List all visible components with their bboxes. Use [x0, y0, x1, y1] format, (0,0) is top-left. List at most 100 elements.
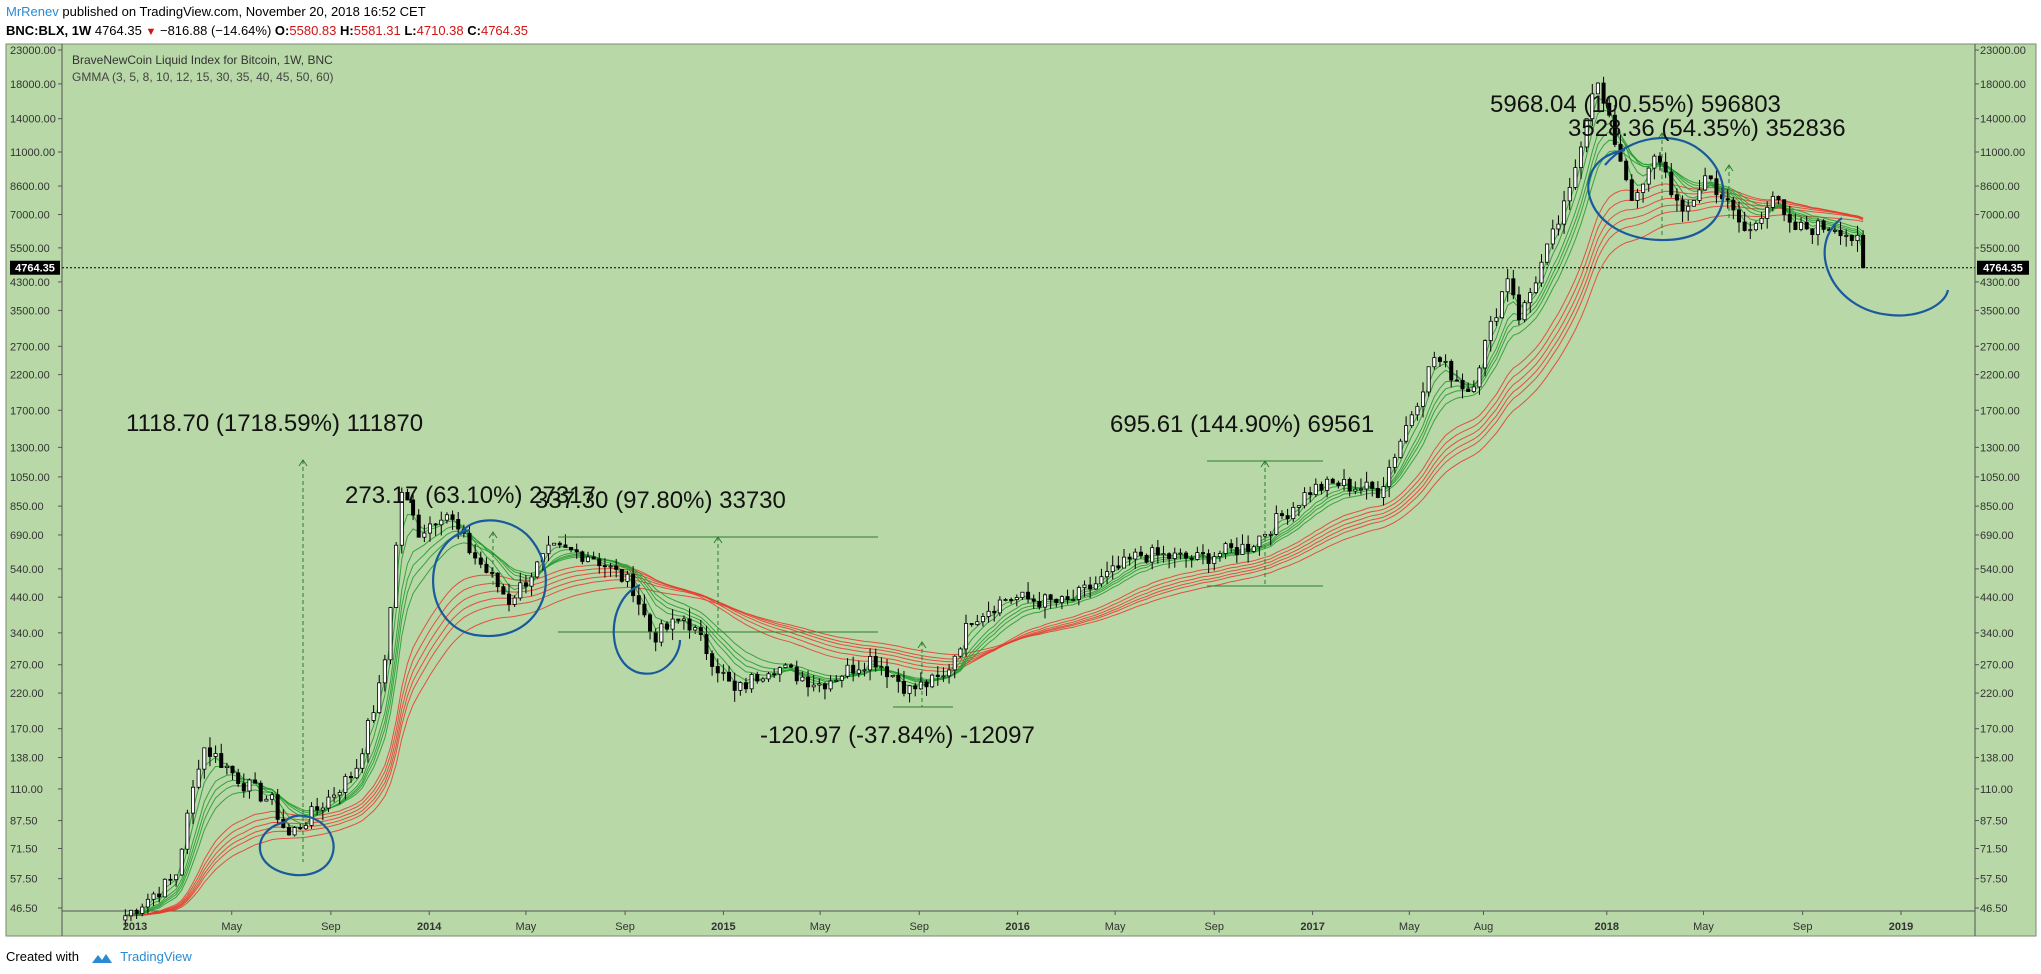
low-label: L: — [404, 23, 417, 38]
gmma-line-8 — [125, 122, 1864, 917]
high-value: 5581.31 — [353, 23, 401, 38]
candle-body — [681, 618, 686, 621]
candle-body — [1838, 229, 1843, 237]
candle-body — [1043, 594, 1048, 608]
current-price-tag-right — [1977, 260, 2029, 275]
candle-body — [896, 674, 901, 682]
candle-body — [648, 614, 653, 633]
y-tick-label: 5500.00 — [10, 243, 50, 255]
candle-body — [1516, 294, 1521, 321]
y-tick-label: 1700.00 — [1980, 405, 2020, 417]
y-tick-label: 1700.00 — [10, 405, 50, 417]
x-tick-label: May — [221, 921, 242, 933]
candle-body — [1556, 223, 1561, 230]
candle-body — [1037, 600, 1042, 608]
candle-body — [1195, 552, 1200, 560]
candle-body — [1133, 551, 1138, 560]
candle-body — [1009, 599, 1014, 601]
candle-body — [1088, 584, 1093, 590]
candle-body — [535, 561, 540, 578]
candle-body — [529, 576, 534, 587]
candle-body — [546, 544, 551, 555]
measure-tools — [298, 132, 1734, 862]
candle-body — [1460, 379, 1465, 390]
candle-body — [862, 669, 867, 672]
candle-body — [997, 599, 1002, 614]
y-tick-label: 690.00 — [10, 530, 44, 542]
candle-body — [800, 676, 805, 682]
candle-body — [969, 623, 974, 625]
candle-body — [873, 656, 878, 668]
candle-body — [828, 680, 833, 690]
candles — [123, 76, 1866, 927]
tradingview-link[interactable]: TradingView — [120, 949, 192, 964]
candle-body — [1680, 199, 1685, 212]
candle-body — [1736, 209, 1741, 223]
candle-body — [145, 898, 150, 908]
y-tick-label: 46.50 — [1980, 903, 2008, 915]
candle-body — [450, 514, 455, 520]
y-tick-label: 138.00 — [1980, 753, 2014, 765]
y-tick-label: 850.00 — [10, 501, 44, 513]
candle-body — [1635, 192, 1640, 201]
y-tick-label: 71.50 — [1980, 843, 2008, 855]
candle-body — [772, 673, 777, 676]
candle-body — [1246, 543, 1251, 552]
y-tick-label: 270.00 — [1980, 660, 2014, 672]
author-link[interactable]: MrRenev — [6, 4, 59, 19]
candle-body — [1217, 553, 1222, 558]
candle-body — [1714, 178, 1719, 196]
current-price-line: 4764.35 4764.35 — [10, 260, 2029, 275]
y-tick-label: 220.00 — [10, 688, 44, 700]
candle-body — [1409, 414, 1414, 427]
x-tick-label: Sep — [615, 921, 635, 933]
candle-body — [783, 664, 788, 668]
candle-body — [1471, 386, 1476, 392]
candle-body — [913, 685, 918, 690]
candle-body — [952, 655, 957, 671]
header-ohlc-line: BNC:BLX, 1W 4764.35 ▼ −816.88 (−14.64%) … — [6, 21, 2036, 42]
candle-body — [1342, 478, 1347, 486]
candle-body — [258, 782, 263, 802]
candle-body — [1404, 425, 1409, 442]
current-price-tag-left — [10, 260, 60, 275]
candle-body — [439, 519, 444, 526]
candle-body — [693, 627, 698, 631]
candle-body — [309, 806, 314, 826]
y-tick-label: 18000.00 — [1980, 79, 2026, 91]
candle-body — [1545, 243, 1550, 263]
candle-body — [247, 779, 252, 792]
candle-body — [625, 573, 630, 582]
candle-body — [128, 909, 133, 917]
tradingview-logo-icon — [91, 953, 112, 963]
candle-body — [715, 666, 720, 674]
candle-body — [755, 674, 760, 682]
candle-body — [1641, 183, 1646, 193]
candle-body — [1387, 466, 1392, 488]
candle-body — [1646, 167, 1651, 185]
candle-body — [303, 824, 308, 830]
candle-body — [1477, 367, 1482, 388]
measure-annotations: 1118.70 (1718.59%) 111870 273.17 (63.10%)… — [126, 91, 1846, 749]
x-tick-label: 2017 — [1300, 921, 1324, 933]
candle-body — [1765, 206, 1770, 219]
candle-body — [1336, 482, 1341, 486]
candle-body — [631, 573, 636, 597]
candle-body — [1861, 234, 1866, 269]
candle-body — [416, 514, 421, 538]
y-tick-label: 2200.00 — [1980, 370, 2020, 382]
candle-body — [1279, 513, 1284, 517]
measure-annotation: 5968.04 (100.55%) 596803 — [1490, 91, 1781, 118]
candle-body — [337, 792, 342, 796]
y-tick-label: 1300.00 — [10, 442, 50, 454]
candle-body — [388, 607, 393, 661]
annotation-circle — [1587, 136, 1725, 242]
candle-body — [1392, 457, 1397, 468]
candle-body — [1449, 360, 1454, 381]
current-price-label-left: 4764.35 — [15, 263, 55, 275]
candle-body — [1093, 583, 1098, 590]
y-tick-label: 1050.00 — [1980, 472, 2020, 484]
measure-arrow-icon — [488, 531, 498, 539]
candle-body — [901, 681, 906, 694]
